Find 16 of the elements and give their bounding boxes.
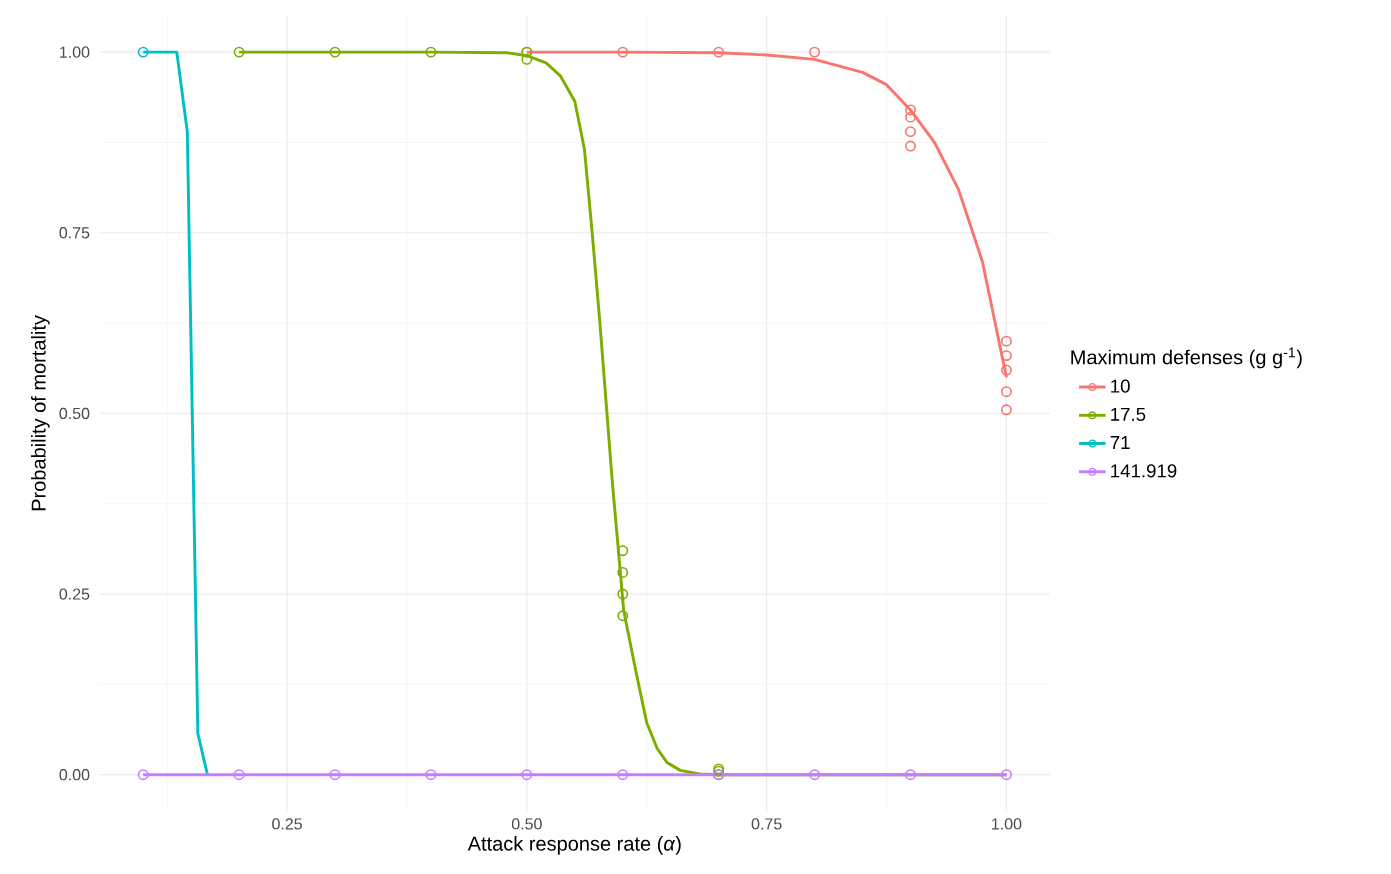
y-tick-label: 1.00 [60,46,90,59]
legend-label: 71 [1110,436,1130,450]
x-tick-label: 0.50 [511,818,542,830]
x-tick-label: 1.00 [992,818,1022,830]
legend-label: 10 [1111,379,1130,393]
legend-title: Maximum defenses (g g$^{-1}$) [1071,347,1302,369]
y-tick-label: 0.00 [59,769,90,781]
y-tick-label: 0.25 [59,588,90,600]
x-axis-title: Attack response rate (α) [467,836,681,855]
y-axis-title: Probability of mortality [31,315,50,511]
legend-label: 141.919 [1111,464,1177,478]
legend-label: 17.5 [1111,408,1146,422]
y-tick-label: 0.50 [59,407,90,420]
x-tick-label: 0.25 [272,818,302,830]
x-tick-label: 0.75 [751,818,782,830]
y-tick-label: 0.75 [59,227,90,239]
